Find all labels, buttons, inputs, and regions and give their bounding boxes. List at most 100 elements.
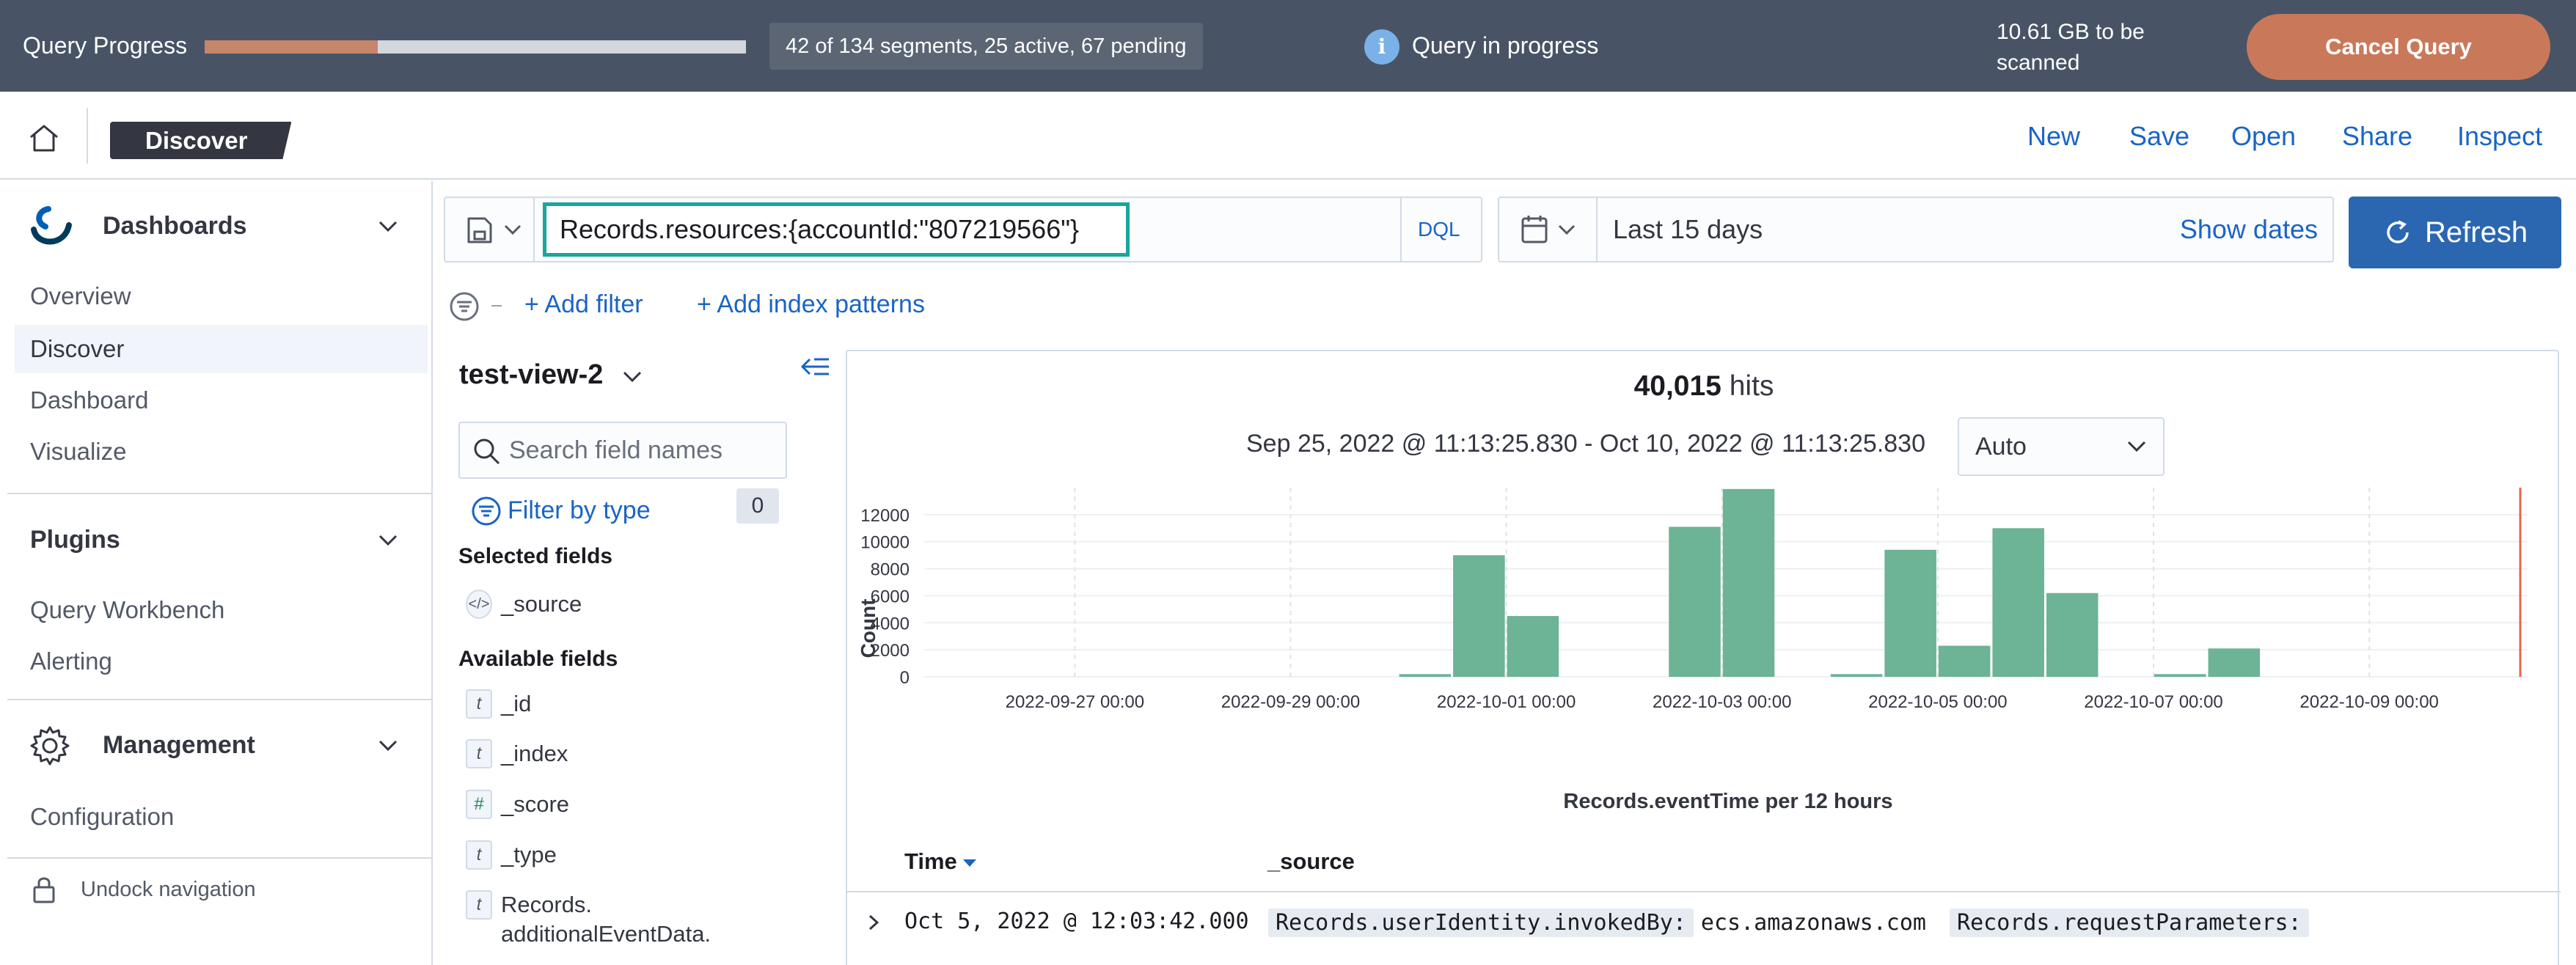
- column-header-source[interactable]: _source: [1267, 848, 1355, 874]
- filter-options-icon[interactable]: [449, 291, 480, 322]
- index-pattern-name: test-view-2: [459, 359, 604, 390]
- date-range-value[interactable]: Last 15 days: [1613, 214, 1763, 244]
- row-time: Oct 5, 2022 @ 12:03:42.000: [904, 909, 1249, 934]
- add-filter-button[interactable]: + Add filter: [524, 290, 643, 318]
- sort-desc-icon[interactable]: [962, 859, 976, 867]
- index-pattern-selector[interactable]: test-view-2: [459, 359, 643, 391]
- x-axis-label: Records.eventTime per 12 hours: [1563, 790, 1892, 813]
- calendar-icon[interactable]: [1514, 214, 1587, 246]
- menu-open[interactable]: Open: [2231, 121, 2297, 151]
- breadcrumb[interactable]: Discover: [110, 122, 291, 159]
- histogram-bar: [2046, 592, 2099, 677]
- cancel-query-button[interactable]: Cancel Query: [2247, 14, 2550, 80]
- available-fields-title: Available fields: [458, 647, 618, 671]
- app-header: Discover New Save Open Share Inspect: [0, 92, 2576, 180]
- histogram-bar: [1992, 528, 2044, 677]
- date-divider: [1596, 198, 1598, 261]
- field-item[interactable]: t _type: [466, 840, 557, 870]
- segments-status: 42 of 134 segments, 25 active, 67 pendin…: [769, 23, 1203, 70]
- x-tick-label: 2022-10-01 00:00: [1437, 692, 1576, 712]
- interval-value: Auto: [1975, 433, 2027, 461]
- nav-item-configuration[interactable]: Configuration: [30, 803, 175, 830]
- nav-item-visualize[interactable]: Visualize: [30, 438, 127, 465]
- chevron-down-icon[interactable]: [377, 215, 399, 237]
- query-bar: Records.resources:{accountId:"807219566"…: [444, 197, 1482, 263]
- x-tick-label: 2022-10-03 00:00: [1653, 692, 1792, 712]
- field-item-source[interactable]: </> _source: [466, 590, 582, 619]
- y-tick-label: 0: [900, 668, 910, 688]
- string-type-icon: t: [466, 689, 492, 719]
- chevron-down-icon: [623, 371, 642, 383]
- nav-item-overview[interactable]: Overview: [30, 282, 131, 309]
- y-tick-label: 10000: [860, 533, 910, 553]
- refresh-icon: [2387, 220, 2409, 243]
- add-index-patterns-button[interactable]: + Add index patterns: [697, 290, 925, 318]
- nav-item-dashboard[interactable]: Dashboard: [30, 386, 149, 414]
- menu-save[interactable]: Save: [2129, 121, 2190, 151]
- refresh-button[interactable]: Refresh: [2349, 197, 2561, 268]
- collapse-sidebar-icon[interactable]: [799, 353, 830, 380]
- field-search-placeholder: Search field names: [509, 436, 723, 464]
- table-row[interactable]: Oct 5, 2022 @ 12:03:42.000 Records.userI…: [847, 894, 2561, 965]
- field-search-input[interactable]: Search field names: [458, 422, 787, 479]
- selected-fields-title: Selected fields: [458, 544, 613, 568]
- side-navigation: Dashboards Overview Discover Dashboard V…: [0, 181, 433, 965]
- query-input[interactable]: Records.resources:{accountId:"807219566"…: [543, 202, 1130, 257]
- undock-navigation[interactable]: Undock navigation: [81, 878, 256, 901]
- chevron-down-icon[interactable]: [377, 529, 399, 551]
- field-item[interactable]: t _index: [466, 739, 568, 768]
- query-progress-bar: Query Progress 42 of 134 segments, 25 ac…: [0, 0, 2576, 92]
- nav-divider: [7, 699, 433, 700]
- time-range-label: Sep 25, 2022 @ 11:13:25.830 - Oct 10, 20…: [1246, 430, 1926, 458]
- filter-icon: [472, 496, 501, 526]
- nav-item-query-workbench[interactable]: Query Workbench: [30, 596, 225, 623]
- x-tick-label: 2022-10-09 00:00: [2299, 692, 2439, 712]
- field-item[interactable]: t Records.: [466, 890, 592, 920]
- y-tick-label: 2000: [871, 641, 910, 661]
- histogram-bar: [2154, 674, 2206, 677]
- menu-inspect[interactable]: Inspect: [2457, 121, 2543, 151]
- field-item[interactable]: # _score: [466, 790, 569, 819]
- scan-size: 10.61 GB to be scanned: [1997, 20, 2145, 75]
- hits-count: 40,015: [1633, 370, 1721, 402]
- nav-item-discover[interactable]: Discover: [15, 325, 428, 373]
- string-type-icon: t: [466, 739, 492, 768]
- histogram-bar: [1722, 488, 1775, 677]
- y-tick-label: 6000: [871, 587, 910, 606]
- gear-icon: [30, 726, 70, 766]
- nav-section-management[interactable]: Management: [103, 731, 255, 759]
- x-tick-label: 2022-10-05 00:00: [1868, 692, 2008, 712]
- x-tick-label: 2022-09-27 00:00: [1006, 692, 1145, 712]
- info-icon: i: [1364, 29, 1399, 65]
- menu-new[interactable]: New: [2027, 121, 2081, 151]
- nav-section-dashboards[interactable]: Dashboards: [103, 212, 247, 240]
- refresh-label: Refresh: [2425, 216, 2528, 249]
- search-icon: [474, 439, 500, 465]
- histogram-bar: [1507, 616, 1559, 677]
- saved-query-icon[interactable]: [455, 213, 529, 248]
- opensearch-logo-icon: [30, 206, 72, 248]
- field-item-continued: additionalEventData.: [501, 921, 711, 947]
- chevron-right-icon[interactable]: [865, 911, 882, 933]
- progress-title: Query Progress: [23, 32, 188, 59]
- y-tick-label: 4000: [871, 614, 910, 634]
- column-header-time[interactable]: Time: [904, 848, 976, 875]
- filter-by-type-label: Filter by type: [508, 496, 651, 524]
- field-item[interactable]: t _id: [466, 689, 531, 719]
- show-dates-link[interactable]: Show dates: [2179, 214, 2318, 244]
- home-icon[interactable]: [28, 124, 60, 153]
- number-type-icon: #: [466, 790, 492, 819]
- menu-share[interactable]: Share: [2342, 121, 2413, 151]
- hits-label: hits: [1729, 370, 1774, 402]
- query-language-button[interactable]: DQL: [1400, 198, 1482, 261]
- histogram-bar: [1938, 645, 1991, 677]
- y-axis-label: Count: [857, 599, 879, 658]
- interval-select[interactable]: Auto: [1958, 417, 2165, 476]
- progress-track: [205, 40, 746, 54]
- row-source: Records.userIdentity.invokedBy: ecs.amazo…: [1268, 909, 2316, 937]
- nav-item-alerting[interactable]: Alerting: [30, 647, 112, 675]
- query-status: Query in progress: [1412, 32, 1599, 59]
- nav-section-plugins[interactable]: Plugins: [30, 526, 120, 554]
- chevron-down-icon[interactable]: [377, 734, 399, 756]
